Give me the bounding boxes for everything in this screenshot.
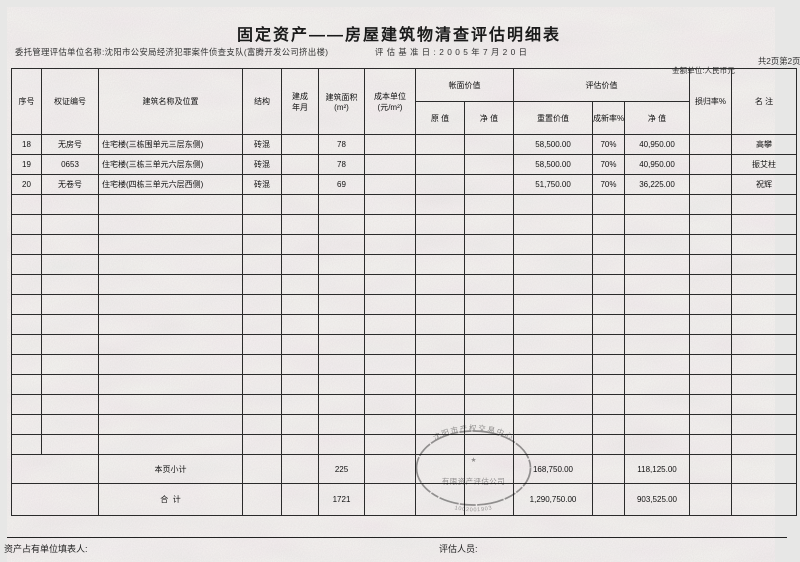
svg-text:★: ★ [471,456,477,464]
svg-text:沈阳市产权交易中心: 沈阳市产权交易中心 [431,423,516,442]
svg-text:1002001903: 1002001903 [454,505,493,513]
svg-text:有限资产评估公司: 有限资产评估公司 [442,476,505,486]
